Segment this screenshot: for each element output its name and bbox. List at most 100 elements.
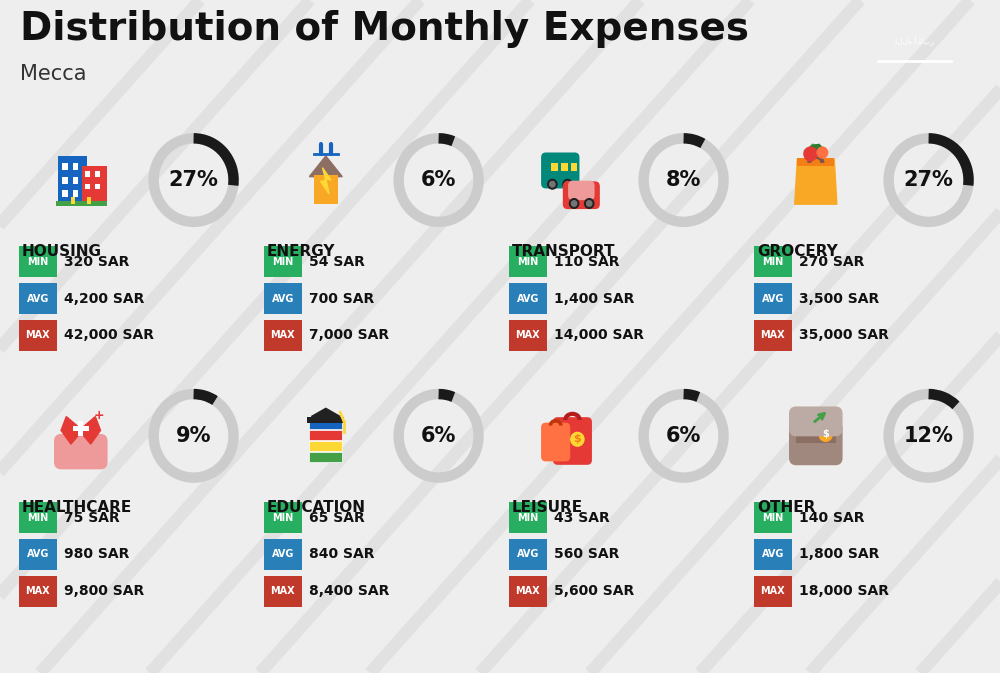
Circle shape	[548, 180, 557, 189]
FancyBboxPatch shape	[62, 176, 68, 184]
Text: MIN: MIN	[762, 513, 784, 522]
FancyBboxPatch shape	[754, 320, 792, 351]
FancyBboxPatch shape	[264, 283, 302, 314]
FancyBboxPatch shape	[797, 158, 834, 166]
Polygon shape	[309, 156, 342, 176]
FancyBboxPatch shape	[307, 417, 344, 423]
FancyBboxPatch shape	[264, 502, 302, 533]
Text: MAX: MAX	[761, 330, 785, 341]
Text: MAX: MAX	[761, 586, 785, 596]
Text: 14,000 SAR: 14,000 SAR	[554, 328, 644, 343]
Text: 12%: 12%	[904, 426, 954, 446]
Text: $: $	[574, 434, 581, 444]
Circle shape	[571, 201, 577, 206]
Text: MAX: MAX	[271, 330, 295, 341]
Circle shape	[587, 201, 592, 206]
FancyBboxPatch shape	[19, 320, 57, 351]
FancyBboxPatch shape	[509, 502, 547, 533]
Text: 4,200 SAR: 4,200 SAR	[64, 291, 145, 306]
Text: AVG: AVG	[27, 549, 49, 559]
Text: 6%: 6%	[666, 426, 701, 446]
Text: 8,400 SAR: 8,400 SAR	[309, 584, 390, 598]
Text: 700 SAR: 700 SAR	[309, 291, 375, 306]
FancyBboxPatch shape	[73, 163, 78, 170]
Text: MIN: MIN	[762, 257, 784, 267]
FancyBboxPatch shape	[509, 576, 547, 606]
FancyBboxPatch shape	[796, 429, 836, 443]
Text: 5,600 SAR: 5,600 SAR	[554, 584, 635, 598]
Text: الله أكبر: الله أكبر	[895, 37, 934, 46]
Polygon shape	[804, 144, 826, 151]
Text: AVG: AVG	[517, 293, 539, 304]
Text: 560 SAR: 560 SAR	[554, 547, 620, 561]
FancyBboxPatch shape	[56, 201, 107, 205]
Text: LEISURE: LEISURE	[512, 499, 583, 515]
Text: MAX: MAX	[516, 586, 540, 596]
FancyBboxPatch shape	[314, 175, 338, 204]
FancyBboxPatch shape	[87, 197, 91, 204]
Text: 110 SAR: 110 SAR	[554, 255, 620, 269]
Text: 980 SAR: 980 SAR	[64, 547, 130, 561]
Text: 27%: 27%	[169, 170, 219, 190]
Text: AVG: AVG	[517, 549, 539, 559]
FancyBboxPatch shape	[264, 246, 302, 277]
FancyBboxPatch shape	[62, 163, 68, 170]
Text: EDUCATION: EDUCATION	[267, 499, 366, 515]
FancyBboxPatch shape	[563, 181, 600, 209]
Text: MAX: MAX	[516, 330, 540, 341]
Text: 270 SAR: 270 SAR	[799, 255, 865, 269]
FancyBboxPatch shape	[78, 421, 83, 436]
FancyBboxPatch shape	[19, 576, 57, 606]
FancyBboxPatch shape	[754, 502, 792, 533]
FancyBboxPatch shape	[54, 434, 108, 469]
FancyBboxPatch shape	[264, 576, 302, 606]
FancyBboxPatch shape	[309, 452, 342, 462]
FancyBboxPatch shape	[82, 166, 107, 204]
Text: 6%: 6%	[421, 426, 456, 446]
Text: MAX: MAX	[271, 586, 295, 596]
Text: MAX: MAX	[26, 330, 50, 341]
Text: AVG: AVG	[762, 293, 784, 304]
FancyBboxPatch shape	[73, 176, 78, 184]
Text: AVG: AVG	[762, 549, 784, 559]
Text: AVG: AVG	[272, 549, 294, 559]
FancyBboxPatch shape	[95, 171, 100, 176]
Circle shape	[569, 199, 579, 209]
Circle shape	[563, 180, 572, 189]
Text: AVG: AVG	[27, 293, 49, 304]
Text: 8%: 8%	[666, 170, 701, 190]
Circle shape	[804, 147, 817, 161]
Text: 75 SAR: 75 SAR	[64, 511, 120, 524]
Polygon shape	[311, 409, 340, 417]
FancyBboxPatch shape	[19, 246, 57, 277]
FancyBboxPatch shape	[754, 539, 792, 570]
Circle shape	[585, 199, 594, 209]
Text: 1,800 SAR: 1,800 SAR	[799, 547, 880, 561]
Text: 840 SAR: 840 SAR	[309, 547, 375, 561]
FancyBboxPatch shape	[509, 246, 547, 277]
FancyBboxPatch shape	[85, 171, 90, 176]
Text: ENERGY: ENERGY	[267, 244, 336, 259]
Text: MIN: MIN	[272, 257, 294, 267]
Circle shape	[565, 182, 570, 187]
Text: 27%: 27%	[904, 170, 954, 190]
FancyBboxPatch shape	[264, 320, 302, 351]
FancyBboxPatch shape	[73, 426, 89, 431]
Text: GROCERY: GROCERY	[757, 244, 838, 259]
Text: 3,500 SAR: 3,500 SAR	[799, 291, 880, 306]
FancyBboxPatch shape	[789, 406, 843, 436]
FancyBboxPatch shape	[309, 441, 342, 451]
Text: 7,000 SAR: 7,000 SAR	[309, 328, 389, 343]
Text: 6%: 6%	[421, 170, 456, 190]
FancyBboxPatch shape	[309, 430, 342, 440]
FancyBboxPatch shape	[754, 283, 792, 314]
FancyBboxPatch shape	[85, 184, 90, 189]
Text: 140 SAR: 140 SAR	[799, 511, 865, 524]
FancyBboxPatch shape	[509, 539, 547, 570]
FancyBboxPatch shape	[71, 197, 75, 204]
Text: 9%: 9%	[176, 426, 211, 446]
FancyBboxPatch shape	[509, 283, 547, 314]
FancyBboxPatch shape	[754, 576, 792, 606]
Text: Distribution of Monthly Expenses: Distribution of Monthly Expenses	[20, 11, 749, 48]
FancyBboxPatch shape	[541, 423, 570, 462]
